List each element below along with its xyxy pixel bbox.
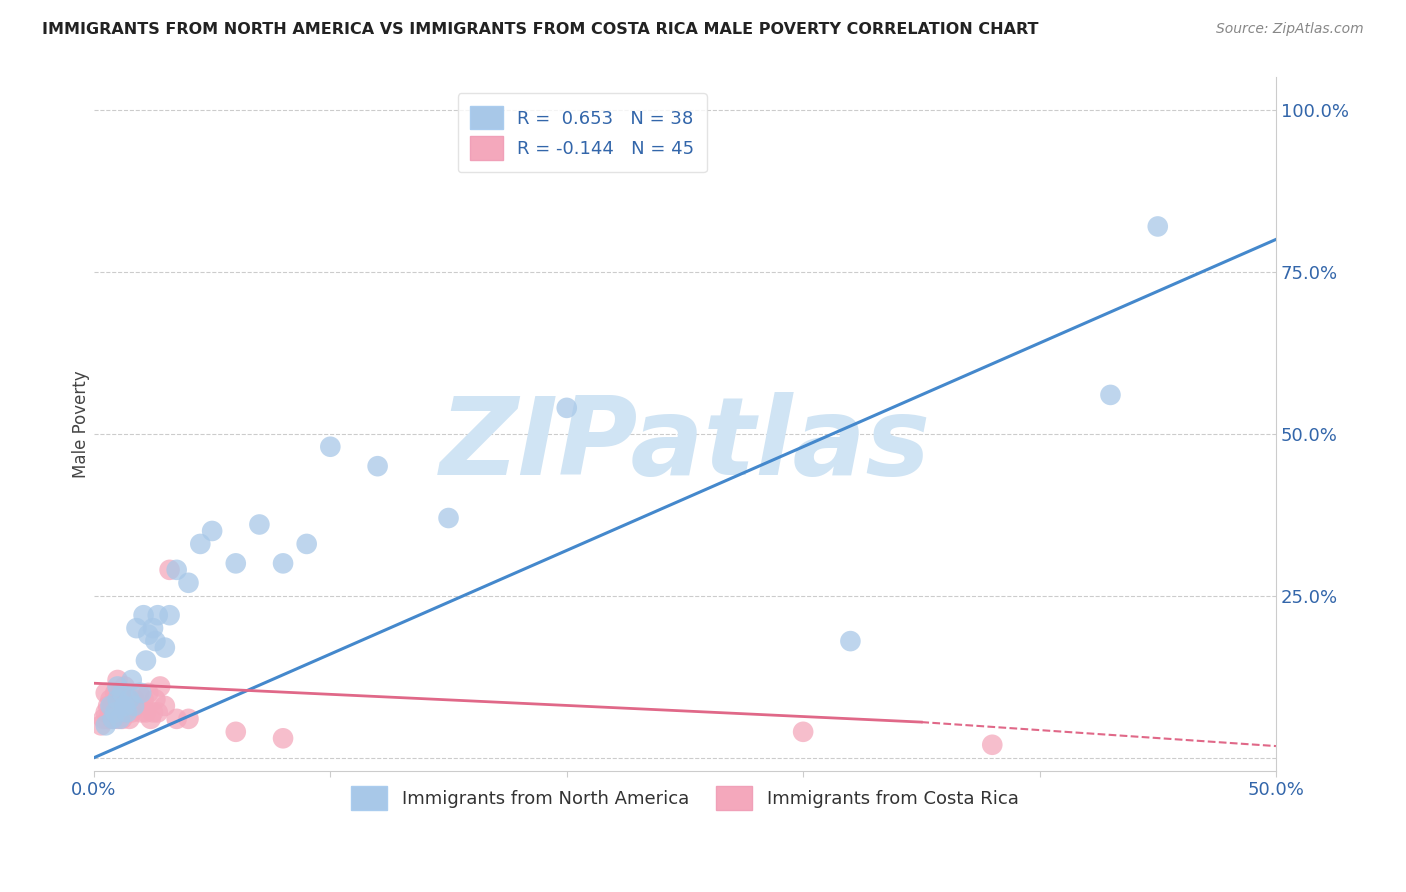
Point xyxy=(201,524,224,538)
Point xyxy=(159,608,181,623)
Point xyxy=(319,440,342,454)
Point xyxy=(108,712,131,726)
Point xyxy=(146,706,169,720)
Point xyxy=(153,640,176,655)
Point xyxy=(90,718,112,732)
Point xyxy=(149,680,172,694)
Point xyxy=(437,511,460,525)
Point xyxy=(125,621,148,635)
Point xyxy=(118,692,141,706)
Point xyxy=(118,692,141,706)
Point xyxy=(132,692,155,706)
Point xyxy=(114,680,136,694)
Point xyxy=(121,673,143,687)
Point xyxy=(108,686,131,700)
Point xyxy=(1099,388,1122,402)
Point xyxy=(115,698,138,713)
Point xyxy=(188,537,211,551)
Point xyxy=(107,692,129,706)
Point xyxy=(128,686,150,700)
Point xyxy=(136,686,159,700)
Point xyxy=(107,673,129,687)
Point xyxy=(100,706,122,720)
Point xyxy=(107,680,129,694)
Point xyxy=(111,692,134,706)
Point xyxy=(104,706,127,720)
Point xyxy=(122,698,145,713)
Point xyxy=(225,557,247,571)
Point xyxy=(166,563,188,577)
Point xyxy=(114,698,136,713)
Point xyxy=(104,706,127,720)
Point xyxy=(115,706,138,720)
Point xyxy=(367,459,389,474)
Point xyxy=(792,724,814,739)
Point xyxy=(166,712,188,726)
Point xyxy=(142,706,165,720)
Text: ZIPatlas: ZIPatlas xyxy=(440,392,931,498)
Point xyxy=(981,738,1004,752)
Point xyxy=(114,706,136,720)
Point xyxy=(104,686,127,700)
Point xyxy=(101,712,124,726)
Point xyxy=(97,698,120,713)
Point xyxy=(177,712,200,726)
Point xyxy=(125,698,148,713)
Point xyxy=(555,401,578,415)
Point xyxy=(145,692,167,706)
Point xyxy=(1146,219,1168,234)
Text: Source: ZipAtlas.com: Source: ZipAtlas.com xyxy=(1216,22,1364,37)
Point xyxy=(249,517,271,532)
Point xyxy=(177,575,200,590)
Point xyxy=(121,706,143,720)
Point xyxy=(122,692,145,706)
Point xyxy=(107,692,129,706)
Point xyxy=(118,712,141,726)
Point xyxy=(94,686,117,700)
Point xyxy=(139,712,162,726)
Point xyxy=(93,712,115,726)
Point xyxy=(225,724,247,739)
Legend: Immigrants from North America, Immigrants from Costa Rica: Immigrants from North America, Immigrant… xyxy=(337,772,1033,824)
Point xyxy=(111,686,134,700)
Point xyxy=(101,712,124,726)
Point xyxy=(94,718,117,732)
Point xyxy=(135,654,157,668)
Point xyxy=(108,706,131,720)
Point xyxy=(142,621,165,635)
Point xyxy=(271,557,294,571)
Point xyxy=(129,706,152,720)
Point xyxy=(97,712,120,726)
Point xyxy=(159,563,181,577)
Point xyxy=(111,712,134,726)
Point xyxy=(145,634,167,648)
Point xyxy=(136,627,159,641)
Point xyxy=(839,634,862,648)
Point xyxy=(153,698,176,713)
Text: IMMIGRANTS FROM NORTH AMERICA VS IMMIGRANTS FROM COSTA RICA MALE POVERTY CORRELA: IMMIGRANTS FROM NORTH AMERICA VS IMMIGRA… xyxy=(42,22,1039,37)
Point xyxy=(146,608,169,623)
Point xyxy=(132,608,155,623)
Point xyxy=(94,706,117,720)
Point xyxy=(100,692,122,706)
Point xyxy=(101,698,124,713)
Point xyxy=(135,706,157,720)
Y-axis label: Male Poverty: Male Poverty xyxy=(72,370,90,478)
Point xyxy=(271,731,294,746)
Point xyxy=(107,712,129,726)
Point xyxy=(129,686,152,700)
Point xyxy=(295,537,318,551)
Point xyxy=(100,698,122,713)
